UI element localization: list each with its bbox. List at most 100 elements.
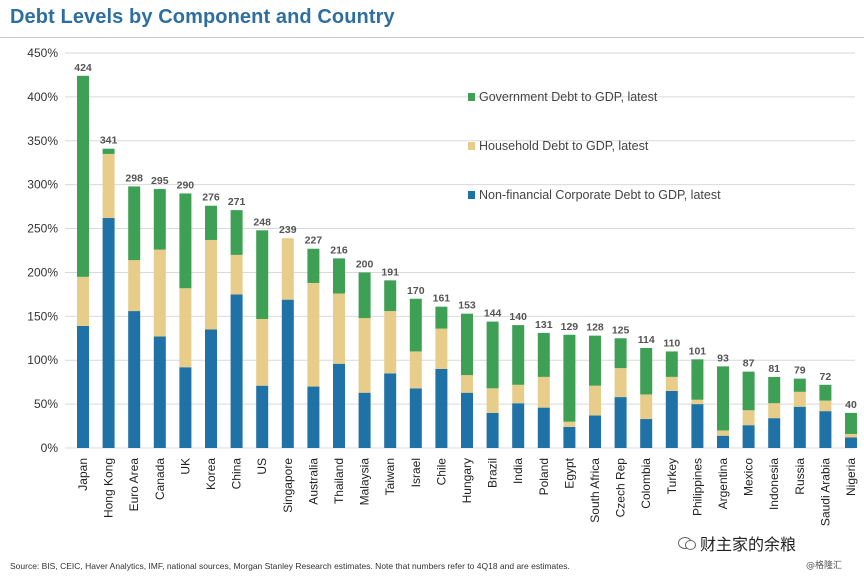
x-tick-label: Israel — [409, 458, 423, 487]
y-tick-label: 200% — [27, 265, 58, 279]
bar-total-label: 101 — [689, 345, 707, 357]
legend-corporate-swatch — [468, 191, 475, 199]
bar-corporate — [512, 403, 525, 448]
y-axis-ticks: 0% 50% 100% 150% 200% 250% 300% 350% 400% 450% — [27, 46, 58, 455]
bar-total-label: 227 — [305, 235, 323, 247]
x-tick-label: Nigeria — [844, 458, 858, 496]
bar-household — [461, 375, 473, 393]
bar-household — [435, 328, 448, 369]
bar-total-label: 128 — [586, 322, 604, 334]
bar-household — [358, 318, 371, 393]
bar-total-label: 298 — [125, 172, 143, 184]
bar-total-label: 129 — [561, 321, 579, 333]
bar-government — [179, 193, 192, 289]
bar-total-label: 290 — [177, 179, 195, 191]
bar-government — [256, 230, 269, 319]
bar-total-label: 248 — [253, 216, 271, 228]
bar-household — [512, 384, 525, 404]
bar-household — [307, 282, 320, 387]
bar-total-label: 40 — [845, 399, 857, 411]
x-tick-label: Egypt — [562, 457, 576, 488]
x-tick-label: Australia — [306, 458, 320, 505]
bar-government — [461, 313, 473, 376]
bar-corporate — [281, 299, 294, 448]
bar-corporate — [845, 437, 857, 448]
bar-government — [358, 272, 371, 319]
bar-household — [179, 288, 192, 368]
bar-total-label: 140 — [509, 311, 527, 323]
bar-corporate — [742, 425, 755, 448]
bar-corporate — [589, 415, 601, 448]
bar-household — [281, 238, 294, 300]
x-tick-label: India — [511, 458, 525, 484]
bar-corporate — [717, 435, 729, 448]
x-tick-label: Colombia — [639, 458, 653, 509]
bar-corporate — [640, 419, 653, 448]
x-tick-label: Philippines — [690, 458, 704, 516]
x-tick-label: China — [230, 458, 244, 490]
bar-corporate — [691, 404, 704, 448]
bar-household — [793, 391, 806, 407]
bar-government — [307, 248, 320, 283]
title-divider — [0, 37, 864, 38]
x-tick-label: Korea — [204, 458, 218, 490]
legend-government-swatch — [468, 93, 475, 101]
bar-total-label: 110 — [663, 337, 680, 349]
bar-household — [845, 433, 857, 438]
bar-total-label: 161 — [433, 293, 451, 305]
bar-corporate — [486, 412, 499, 448]
legend-government-label: Government Debt to GDP, latest — [479, 90, 658, 104]
bar-total-label: 79 — [794, 365, 806, 377]
x-axis-ticks: Japan Hong Kong Euro Area Canada UK Korea Chin… — [76, 457, 858, 526]
bar-government — [640, 347, 653, 395]
x-tick-label: US — [255, 458, 269, 475]
bar-household — [256, 318, 269, 386]
bar-total-label: 114 — [638, 334, 655, 346]
x-tick-label: Chile — [434, 458, 448, 486]
bar-household — [102, 153, 115, 219]
x-tick-label: Turkey — [665, 458, 679, 494]
x-tick-label: Russia — [793, 458, 807, 495]
legend: Government Debt to GDP, latest Household … — [468, 90, 721, 202]
bar-corporate — [665, 390, 678, 448]
x-tick-label: Malaysia — [358, 458, 372, 506]
bar-government — [128, 186, 141, 261]
bar-government — [435, 306, 448, 329]
bar-corporate — [614, 397, 627, 448]
bar-total-label: 170 — [407, 285, 425, 297]
bar-household — [640, 394, 653, 420]
bar-corporate — [435, 369, 448, 448]
y-tick-label: 250% — [27, 222, 58, 236]
bar-total-label: 81 — [768, 363, 780, 375]
x-tick-label: Saudi Arabia — [818, 458, 832, 526]
bar-corporate — [768, 418, 781, 448]
brand-handle: @格隆汇 — [806, 561, 843, 571]
x-tick-label: South Africa — [588, 458, 602, 523]
bar-corporate — [461, 392, 473, 448]
x-tick-label: Czech Rep — [614, 458, 628, 518]
bar-household — [768, 403, 781, 419]
bar-corporate — [179, 367, 192, 448]
bar-government — [333, 258, 345, 294]
bar-government — [486, 321, 499, 389]
bar-government — [409, 298, 422, 352]
bar-government — [589, 335, 601, 386]
bar-corporate — [537, 407, 550, 448]
bar-household — [128, 260, 141, 312]
bar-corporate — [205, 329, 217, 448]
x-tick-label: Hungary — [460, 458, 474, 503]
x-tick-label: Canada — [153, 458, 167, 500]
bar-government — [691, 359, 704, 400]
bar-household — [819, 400, 832, 412]
bar-total-label: 200 — [356, 258, 374, 270]
bar-government — [153, 189, 166, 250]
bar-government — [665, 351, 678, 377]
bar-total-label: 295 — [151, 175, 169, 187]
y-tick-label: 150% — [27, 309, 58, 323]
bar-corporate — [153, 336, 166, 448]
bar-corporate — [358, 392, 371, 448]
bar-total-label: 125 — [612, 324, 630, 336]
bar-household — [77, 276, 89, 326]
bar-corporate — [563, 426, 576, 448]
bar-household — [333, 293, 345, 364]
